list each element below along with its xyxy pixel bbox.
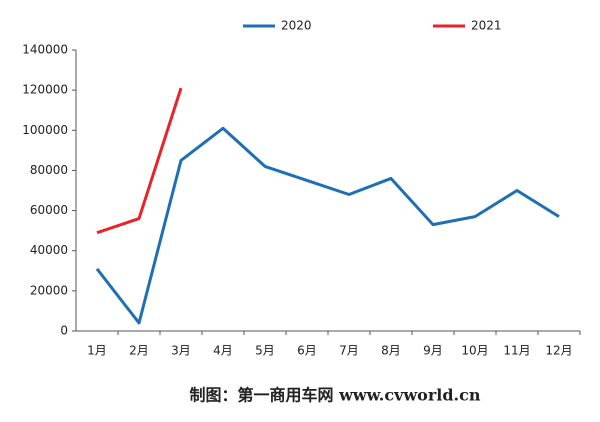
x-tick-label: 11月 bbox=[503, 344, 530, 358]
y-tick-label: 40000 bbox=[30, 243, 68, 257]
y-tick-label: 0 bbox=[60, 324, 68, 338]
x-tick-label: 10月 bbox=[461, 344, 488, 358]
legend-label: 2021 bbox=[471, 19, 502, 33]
x-tick-label: 9月 bbox=[423, 344, 443, 358]
series-line bbox=[95, 126, 560, 325]
x-tick-label: 6月 bbox=[297, 344, 317, 358]
y-tick-label: 140000 bbox=[22, 43, 68, 57]
y-tick-label: 60000 bbox=[30, 203, 68, 217]
x-tick-label: 8月 bbox=[381, 344, 401, 358]
series-line bbox=[96, 87, 183, 235]
x-tick-label: 2月 bbox=[129, 344, 149, 358]
x-tick-label: 5月 bbox=[255, 344, 275, 358]
x-tick-label: 3月 bbox=[171, 344, 191, 358]
caption: 制图：第一商用车网 www.cvworld.cn bbox=[190, 386, 481, 405]
x-tick-label: 7月 bbox=[339, 344, 359, 358]
x-tick-label: 4月 bbox=[213, 344, 233, 358]
x-tick-label: 12月 bbox=[545, 344, 572, 358]
y-tick-label: 20000 bbox=[30, 283, 68, 297]
y-tick-label: 100000 bbox=[22, 123, 68, 137]
x-tick-label: 1月 bbox=[87, 344, 107, 358]
legend-label: 2020 bbox=[281, 19, 312, 33]
y-tick-label: 120000 bbox=[22, 83, 68, 97]
y-tick-label: 80000 bbox=[30, 163, 68, 177]
